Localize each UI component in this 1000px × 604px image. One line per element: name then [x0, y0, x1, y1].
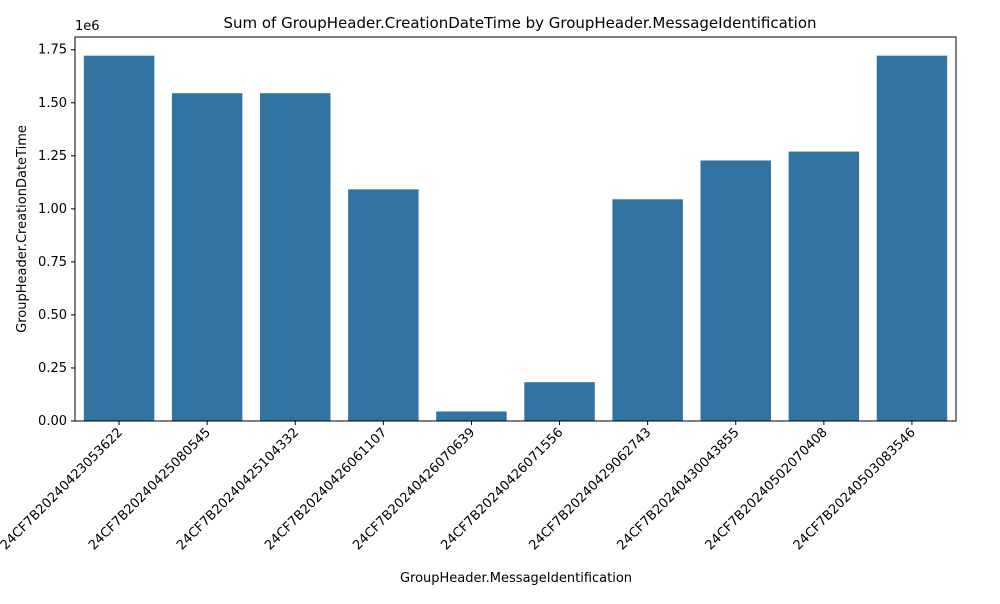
- y-axis-label: GroupHeader.CreationDateTime: [15, 125, 30, 333]
- y-tick-label-0: 0.00: [38, 414, 67, 429]
- y-tick-label-5: 1.25: [38, 149, 67, 164]
- y-tick-label-2: 0.50: [38, 308, 67, 323]
- bar-4: [436, 411, 507, 421]
- bar-6: [612, 199, 683, 421]
- y-tick-label-3: 0.75: [38, 255, 67, 270]
- bar-5: [524, 382, 595, 421]
- chart-title: Sum of GroupHeader.CreationDateTime by G…: [223, 14, 816, 32]
- y-tick-label-6: 1.50: [38, 96, 67, 111]
- x-axis-label: GroupHeader.MessageIdentification: [400, 571, 632, 586]
- y-tick-label-4: 1.00: [38, 202, 67, 217]
- bar-3: [348, 189, 419, 421]
- y-tick-label-1: 0.25: [38, 361, 67, 376]
- y-tick-label-7: 1.75: [38, 43, 67, 58]
- bar-1: [171, 93, 243, 421]
- bar-9: [876, 55, 948, 421]
- bar-2: [260, 93, 331, 421]
- bar-8: [788, 151, 860, 421]
- bar-7: [700, 160, 771, 421]
- bar-0: [83, 55, 155, 421]
- plot-frame: [74, 36, 957, 422]
- y-offset-label: 1e6: [75, 19, 100, 34]
- bars-layer: [83, 55, 948, 421]
